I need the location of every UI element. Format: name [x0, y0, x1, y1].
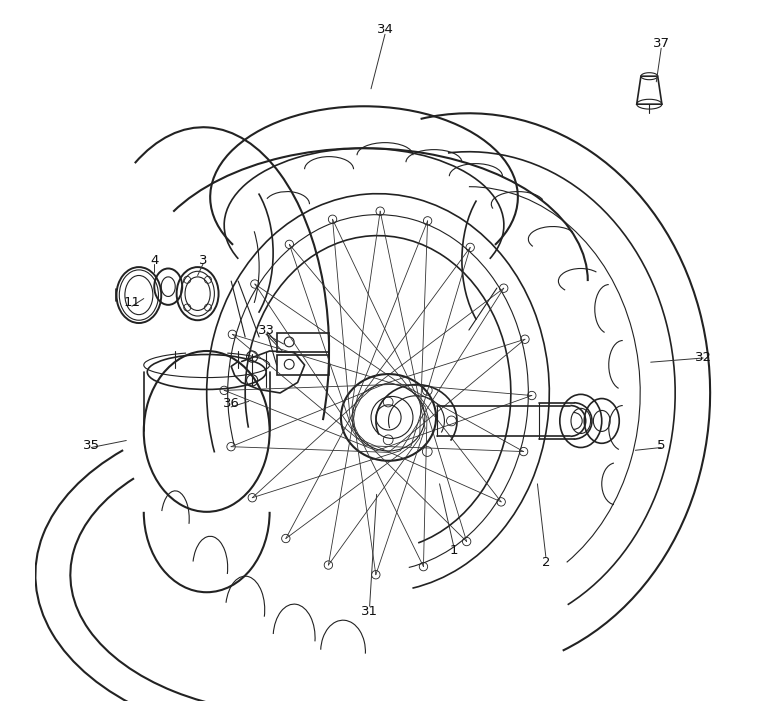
Text: 1: 1	[449, 544, 458, 557]
Text: 2: 2	[541, 556, 550, 569]
Text: 3: 3	[199, 253, 207, 267]
Text: 36: 36	[223, 397, 239, 410]
Text: 34: 34	[377, 23, 393, 36]
Text: 37: 37	[653, 37, 670, 50]
Text: 4: 4	[150, 253, 159, 267]
Text: 35: 35	[83, 439, 100, 452]
Bar	[276, 333, 329, 352]
Text: 33: 33	[258, 324, 275, 336]
Text: 32: 32	[695, 352, 711, 364]
Text: 5: 5	[657, 439, 665, 452]
Text: 31: 31	[361, 604, 378, 618]
Text: 11: 11	[123, 296, 140, 309]
Bar	[276, 355, 329, 375]
